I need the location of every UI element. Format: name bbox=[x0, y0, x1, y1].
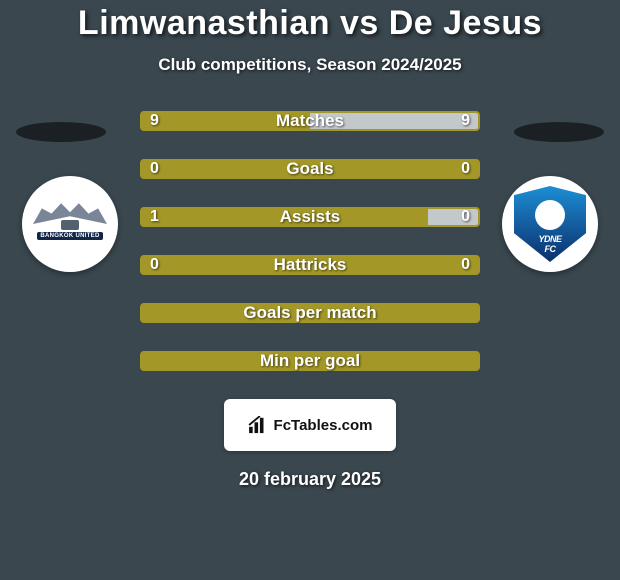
stat-row: 10Assists bbox=[140, 207, 480, 227]
date-text: 20 february 2025 bbox=[239, 469, 381, 490]
stat-bar-left bbox=[142, 353, 478, 369]
stat-bar-track bbox=[140, 351, 480, 371]
shadow-left bbox=[16, 122, 106, 142]
stat-bar-left bbox=[142, 161, 478, 177]
stat-row: 00Goals bbox=[140, 159, 480, 179]
club-left-emblem: BANGKOK UNITED bbox=[31, 198, 109, 250]
page-title: Limwanasthian vs De Jesus bbox=[78, 4, 542, 43]
stat-bar-left bbox=[142, 209, 428, 225]
club-right-shield: YDNE FC bbox=[514, 186, 586, 262]
stat-value-left: 1 bbox=[150, 207, 159, 227]
brand-text: FcTables.com bbox=[274, 417, 373, 434]
club-logo-left: BANGKOK UNITED bbox=[22, 176, 118, 272]
club-left-name: BANGKOK UNITED bbox=[37, 232, 103, 240]
hub-icon bbox=[61, 220, 79, 230]
stat-row: Goals per match bbox=[140, 303, 480, 323]
stat-bar-track bbox=[140, 111, 480, 131]
stat-value-right: 9 bbox=[461, 111, 470, 131]
club-right-name: YDNE FC bbox=[514, 234, 586, 254]
stat-row: 00Hattricks bbox=[140, 255, 480, 275]
shadow-right bbox=[514, 122, 604, 142]
stat-bar-track bbox=[140, 207, 480, 227]
stat-row: Min per goal bbox=[140, 351, 480, 371]
subtitle: Club competitions, Season 2024/2025 bbox=[158, 55, 461, 75]
stats-table: 99Matches00Goals10Assists00HattricksGoal… bbox=[140, 111, 480, 371]
stat-value-right: 0 bbox=[461, 159, 470, 179]
stat-value-left: 0 bbox=[150, 255, 159, 275]
stat-bar-track bbox=[140, 159, 480, 179]
stat-value-right: 0 bbox=[461, 255, 470, 275]
brand-badge: FcTables.com bbox=[224, 399, 396, 451]
stat-bar-track bbox=[140, 255, 480, 275]
stat-bar-left bbox=[142, 257, 478, 273]
stat-bar-right bbox=[310, 113, 478, 129]
stat-bar-right bbox=[428, 209, 478, 225]
stat-value-right: 0 bbox=[461, 207, 470, 227]
chart-bars-icon bbox=[248, 416, 270, 434]
stat-value-left: 0 bbox=[150, 159, 159, 179]
stat-row: 99Matches bbox=[140, 111, 480, 131]
comparison-card: Limwanasthian vs De Jesus Club competiti… bbox=[0, 0, 620, 580]
ball-icon bbox=[535, 200, 565, 230]
stat-value-left: 9 bbox=[150, 111, 159, 131]
stat-bar-left bbox=[142, 305, 478, 321]
stat-bar-left bbox=[142, 113, 310, 129]
club-logo-right: YDNE FC bbox=[502, 176, 598, 272]
stat-bar-track bbox=[140, 303, 480, 323]
